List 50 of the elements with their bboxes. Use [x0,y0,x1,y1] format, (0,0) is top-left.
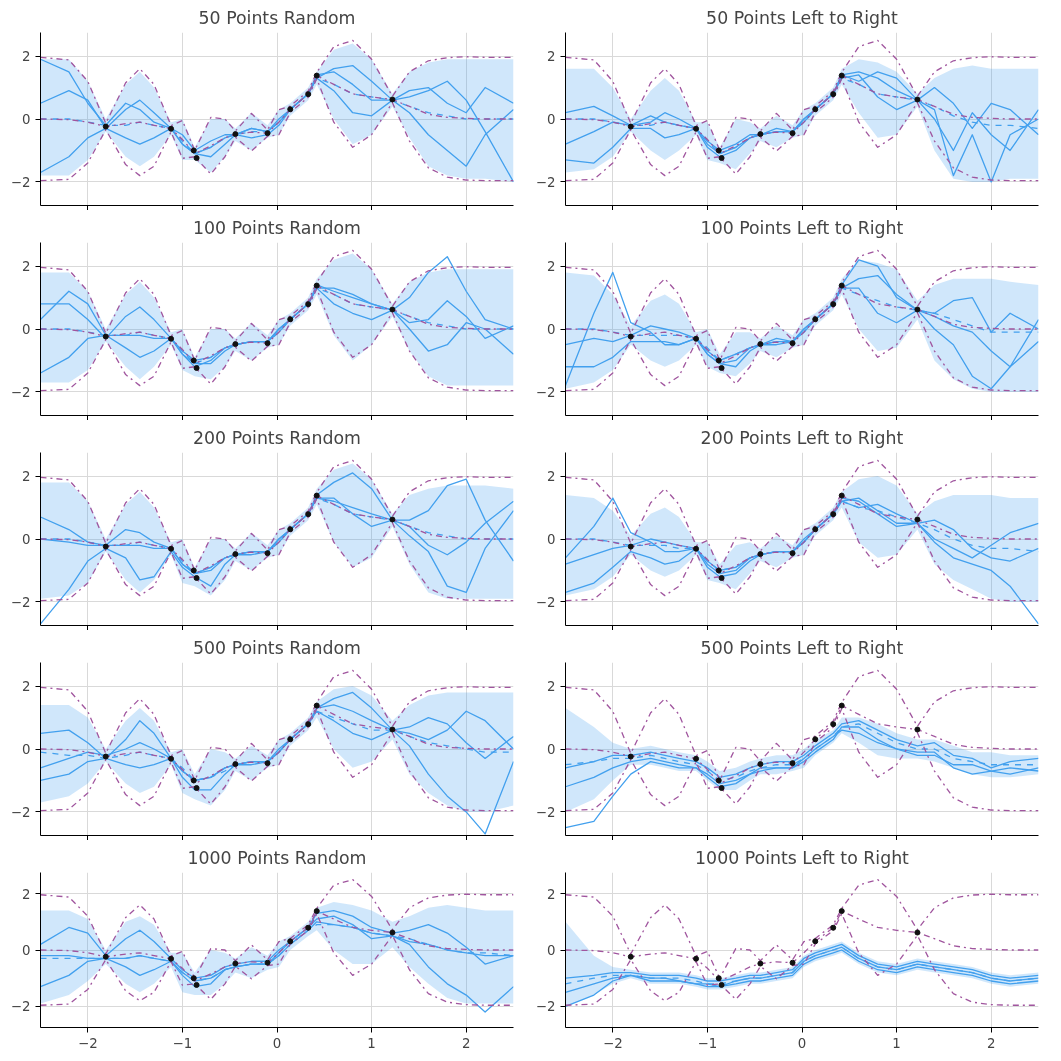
y-tick-label: 0 [22,532,31,547]
chart-title: 1000 Points Left to Right [695,847,910,868]
y-tick-label: 2 [22,886,31,902]
x-tick-label: 2 [986,1035,996,1051]
chart-title: 500 Points Random [193,637,361,658]
y-tick-label: −2 [535,999,556,1015]
x-tick-label: −2 [77,1035,98,1051]
chart-title: 200 Points Random [193,427,361,448]
y-tick-label: −2 [10,384,31,400]
y-tick-label: −2 [10,594,31,610]
chart-title: 50 Points Random [198,7,356,28]
y-tick-label: 0 [547,112,556,127]
chart-title: 200 Points Left to Right [700,427,904,448]
y-tick-label: 2 [22,679,31,695]
y-tick-label: 2 [22,259,31,275]
chart-title: 1000 Points Random [187,847,367,868]
y-tick-label: −2 [535,804,556,820]
y-tick-label: 0 [22,112,31,127]
y-tick-label: 2 [547,886,556,902]
y-tick-label: 0 [22,742,31,757]
y-tick-label: 0 [547,742,556,757]
y-tick-label: 2 [547,259,556,275]
x-tick-label: 0 [272,1035,282,1051]
y-tick-label: 2 [22,49,31,65]
x-tick-label: 1 [367,1035,376,1051]
x-tick-label: −1 [697,1035,718,1051]
chart-title: 100 Points Left to Right [700,217,904,238]
chart-title: 100 Points Random [193,217,361,238]
x-tick-label: 0 [797,1035,807,1051]
y-tick-label: 2 [22,469,31,485]
y-tick-label: 2 [547,679,556,695]
y-tick-label: −2 [10,804,31,820]
x-tick-label: −2 [602,1035,623,1051]
y-tick-label: 0 [547,532,556,547]
x-tick-label: 2 [461,1035,471,1051]
x-tick-label: −1 [172,1035,193,1051]
chart-title: 50 Points Left to Right [706,7,899,28]
y-tick-label: 2 [547,469,556,485]
y-tick-label: −2 [535,174,556,190]
y-tick-label: 2 [547,49,556,65]
y-tick-label: 0 [22,322,31,337]
y-tick-label: 0 [547,322,556,337]
y-tick-label: −2 [535,594,556,610]
y-tick-label: −2 [10,174,31,190]
y-tick-label: −2 [10,999,31,1015]
y-tick-label: 0 [547,943,556,958]
chart-title: 500 Points Left to Right [700,637,904,658]
x-tick-label: 1 [892,1035,901,1051]
y-tick-label: −2 [535,384,556,400]
y-tick-label: 0 [22,943,31,958]
